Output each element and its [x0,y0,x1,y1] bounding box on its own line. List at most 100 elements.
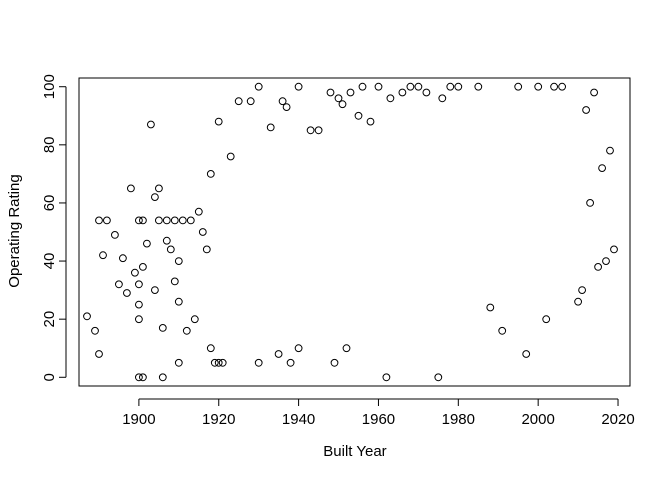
data-point [174,297,183,306]
axes: 1900 1920 1940 1960 1980 2000 2020 0 20 40 60 80 100 [41,74,635,428]
data-point [214,117,223,126]
data-point [294,82,303,91]
data-point [334,94,343,103]
data-point [135,280,143,289]
data-point [414,82,423,91]
data-point [330,358,339,367]
data-point [602,257,610,266]
x-tick-label: 2020 [601,411,634,428]
data-point [158,373,167,382]
data-point [434,373,443,382]
x-tick-label: 2000 [521,411,554,428]
data-point [202,245,211,254]
data-point [346,88,355,97]
data-point [550,82,558,91]
data-point [186,216,195,225]
data-point [162,216,171,225]
data-point [306,126,315,135]
data-point [198,228,207,236]
data-point [254,82,263,91]
data-point [338,100,347,109]
data-point [166,245,175,254]
data-point [582,106,590,114]
x-axis-label: Built Year [323,443,386,460]
data-point [147,120,155,129]
data-point [598,164,606,173]
data-point [135,216,143,225]
data-point [135,300,143,309]
data-point [234,97,243,106]
data-point [286,358,295,367]
data-point [586,199,594,207]
y-tick-label: 0 [41,373,58,381]
data-point [294,344,303,353]
data-point [398,88,407,97]
data-point [374,82,383,91]
data-point [486,303,495,312]
data-point [282,103,291,111]
data-point [182,326,191,335]
data-point [83,312,91,321]
data-points [83,82,618,382]
plot-frame [78,77,631,387]
data-point [274,350,283,358]
x-tick-label: 1960 [362,411,395,428]
data-point [514,82,523,91]
x-tick-label: 1980 [442,411,475,428]
data-point [139,373,147,382]
data-point [254,358,263,367]
data-point [131,268,139,277]
data-point [155,184,163,193]
data-point [170,216,179,225]
y-tick-label: 40 [41,253,58,270]
data-point [206,344,215,353]
data-point [135,373,143,382]
data-point [226,152,235,161]
data-point [190,315,199,324]
data-point [278,97,287,106]
x-tick-label: 1940 [282,411,315,428]
data-point [139,263,147,271]
data-point [474,82,483,91]
data-point [266,123,275,132]
data-point [354,111,363,120]
data-point [99,251,107,260]
data-point [590,88,598,97]
data-point [498,326,507,335]
data-point [214,358,223,367]
data-point [386,94,395,103]
data-point [326,88,335,97]
data-point [143,239,151,248]
data-point [454,82,463,91]
data-point [210,358,219,367]
data-point [174,358,183,367]
data-point [314,126,323,135]
data-point [111,231,119,239]
data-point [438,94,447,103]
y-tick-label: 60 [41,195,58,212]
data-point [578,286,586,295]
data-point [170,277,179,286]
data-point [342,344,351,353]
data-point [123,289,131,297]
data-point [246,97,255,106]
data-point [174,257,183,266]
y-axis-label: Operating Rating [6,174,23,287]
data-point [151,286,159,295]
data-point [194,207,203,216]
data-point [95,350,103,358]
data-point [406,82,415,91]
y-tick-label: 20 [41,311,58,328]
data-point [139,216,147,225]
y-tick-label: 80 [41,136,58,153]
data-point [135,315,143,324]
data-point [95,216,103,225]
data-point [534,82,543,91]
data-point [158,324,167,332]
data-point [542,315,551,324]
data-point [119,254,127,263]
data-point [151,193,159,202]
data-point [91,326,99,335]
data-point [522,350,531,358]
